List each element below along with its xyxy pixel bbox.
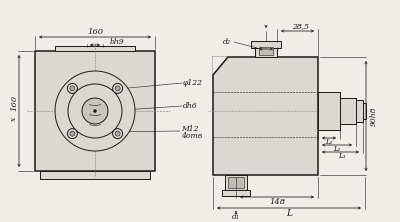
Text: φ122: φ122 (183, 79, 203, 87)
Text: L: L (286, 208, 292, 218)
Circle shape (115, 86, 120, 91)
Text: M12: M12 (181, 125, 198, 133)
Circle shape (55, 71, 135, 151)
Bar (255, 43, 277, 57)
Text: x: x (10, 117, 18, 121)
Polygon shape (213, 57, 228, 75)
Circle shape (113, 129, 123, 139)
Bar (356, 100, 363, 122)
Bar (251, 41, 281, 48)
Text: dh6: dh6 (183, 102, 198, 110)
Circle shape (115, 131, 120, 136)
Text: 160: 160 (10, 95, 18, 111)
Text: 28,5: 28,5 (292, 22, 309, 30)
Circle shape (94, 109, 96, 113)
Text: 160: 160 (87, 28, 103, 36)
Bar (40, 171, 150, 179)
Bar (213, 57, 318, 175)
Bar (363, 103, 366, 119)
Text: d₂: d₂ (223, 38, 231, 46)
Text: bh9: bh9 (110, 38, 124, 46)
Bar (225, 175, 247, 191)
Bar (318, 92, 340, 130)
Bar (228, 177, 244, 188)
Circle shape (70, 131, 75, 136)
Text: L₃: L₃ (338, 152, 345, 160)
Text: 148: 148 (269, 198, 285, 206)
Bar (35, 51, 155, 171)
Circle shape (67, 129, 77, 139)
Circle shape (68, 84, 122, 138)
Bar (55, 46, 135, 51)
Circle shape (82, 98, 108, 124)
Text: 90h8: 90h8 (370, 106, 378, 126)
Text: 4отв: 4отв (181, 132, 202, 140)
Bar (340, 98, 356, 124)
Bar (222, 190, 250, 196)
Bar (259, 47, 273, 55)
Text: L₂: L₂ (333, 145, 341, 153)
Circle shape (67, 83, 77, 93)
Text: L₁: L₁ (325, 138, 333, 146)
Circle shape (70, 86, 75, 91)
Text: d₁: d₁ (232, 213, 240, 221)
Circle shape (113, 83, 123, 93)
